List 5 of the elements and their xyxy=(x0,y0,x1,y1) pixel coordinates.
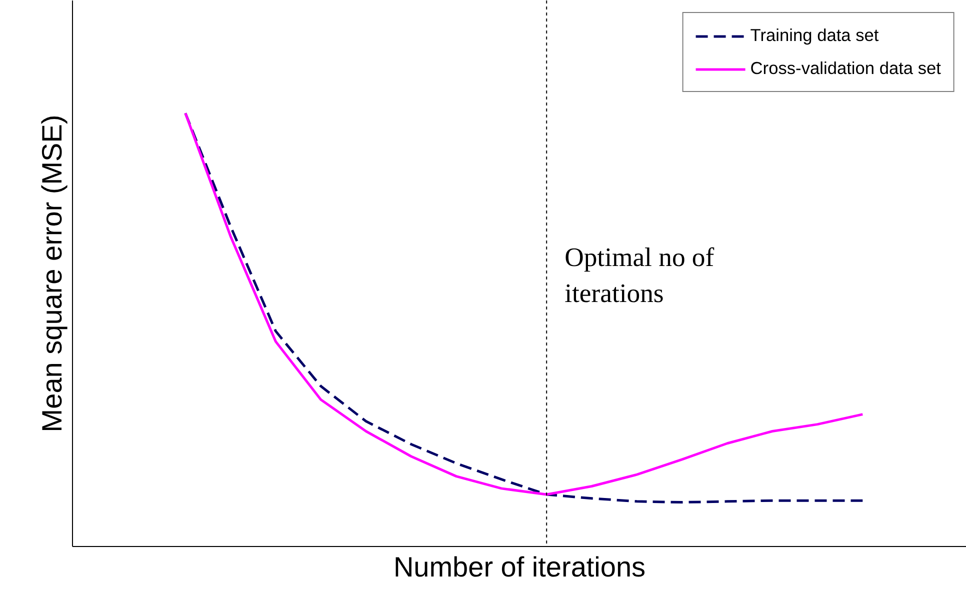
annotation: Optimal no of iterations xyxy=(564,242,714,308)
x-axis-title: Number of iterations xyxy=(393,552,646,582)
legend-label: Cross-validation data set xyxy=(750,58,941,79)
y-axis-title: Mean square error (MSE) xyxy=(36,114,68,432)
legend-label: Training data set xyxy=(750,25,879,46)
